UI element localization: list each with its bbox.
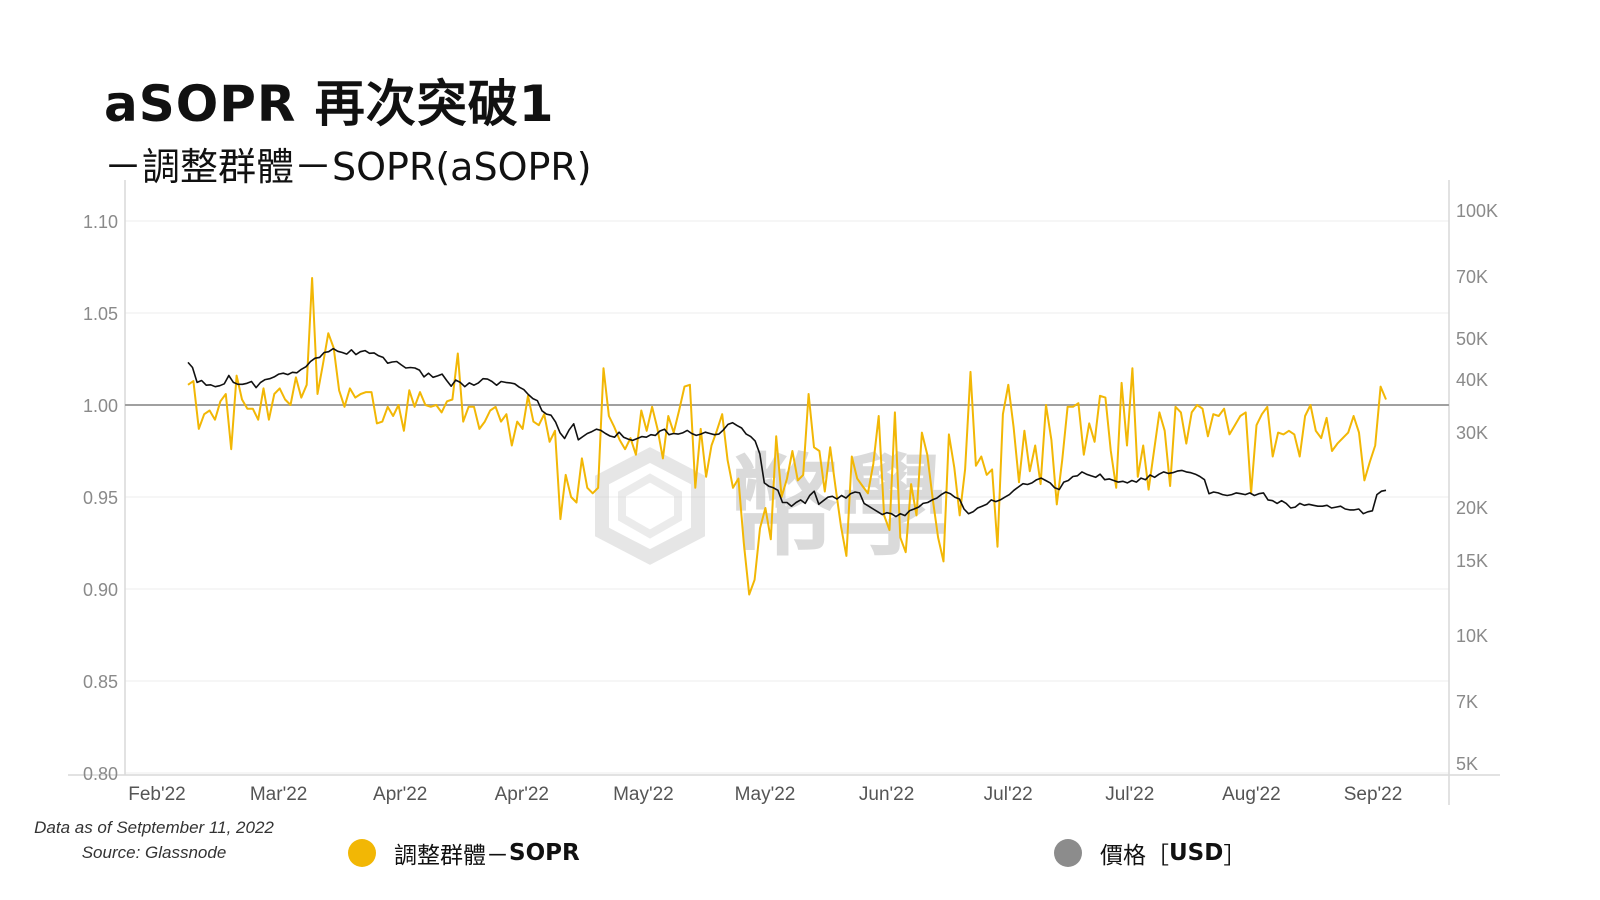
price-series-line — [187, 347, 1387, 518]
x-tick-label: May'22 — [613, 784, 674, 805]
y-right-tick-label: 20K — [1456, 498, 1488, 518]
x-tick-label: Aug'22 — [1222, 784, 1281, 805]
x-tick-label: Jul'22 — [1105, 784, 1154, 805]
y-left-tick-label: 0.90 — [83, 580, 118, 600]
legend-swatch-price — [1054, 839, 1082, 867]
y-right-tick-label: 70K — [1456, 267, 1488, 287]
y-right-tick-label: 40K — [1456, 370, 1488, 390]
x-tick-label: Apr'22 — [495, 784, 549, 805]
y-left-tick-label: 0.85 — [83, 672, 118, 692]
y-right-tick-label: 50K — [1456, 329, 1488, 349]
legend-item-sopr: 調整群體－ SOPR — [348, 836, 580, 870]
y-right-tick-label: 7K — [1456, 692, 1478, 712]
y-right-tick-label: 15K — [1456, 551, 1488, 571]
x-tick-label: Mar'22 — [250, 784, 307, 805]
page-subtitle: －調整群體－SOPR(aSOPR) — [104, 145, 592, 189]
x-tick-label: Feb'22 — [128, 784, 186, 805]
x-tick-label: Sep'22 — [1344, 784, 1403, 805]
y-left-tick-label: 1.00 — [83, 396, 118, 416]
legend-label-price-b: USD — [1169, 840, 1224, 866]
sopr-series-line — [187, 277, 1387, 596]
x-tick-label: Apr'22 — [373, 784, 427, 805]
y-axis-left-ticks: 1.10 1.05 1.00 0.95 0.90 0.85 0.80 — [83, 212, 118, 784]
y-right-tick-label: 30K — [1456, 423, 1488, 443]
axis-layer — [68, 180, 1500, 805]
x-tick-label: Jul'22 — [984, 784, 1033, 805]
footer-date-note: Data as of Setptember 11, 2022 — [34, 818, 274, 837]
legend-item-price: 價格［ USD ］ — [1054, 836, 1246, 870]
legend-label-sopr-b: SOPR — [509, 840, 580, 866]
x-axis-ticks: Feb'22 Mar'22 Apr'22 Apr'22 May'22 May'22 Jun'… — [128, 784, 1402, 805]
page-title: aSOPR 再次突破1 — [104, 75, 555, 133]
legend-label-sopr-a: 調整群體－ — [394, 843, 509, 869]
y-left-tick-label: 0.95 — [83, 488, 118, 508]
y-axis-right-ticks: 100K 70K 50K 40K 30K 20K 15K 10K 7K 5K — [1456, 201, 1498, 774]
series-layer — [187, 277, 1387, 596]
y-left-tick-label: 0.80 — [83, 764, 118, 784]
y-right-tick-label: 100K — [1456, 201, 1498, 221]
legend-swatch-sopr — [348, 839, 376, 867]
y-right-tick-label: 5K — [1456, 754, 1478, 774]
x-tick-label: May'22 — [735, 784, 796, 805]
x-tick-label: Jun'22 — [859, 784, 914, 805]
footer-source-note: Source: Glassnode — [81, 843, 227, 862]
watermark-logo-icon — [595, 447, 705, 565]
y-left-tick-label: 1.05 — [83, 304, 118, 324]
grid-layer — [125, 220, 1449, 774]
legend-label-price-a: 價格［ — [1100, 843, 1169, 869]
y-right-tick-label: 10K — [1456, 626, 1488, 646]
y-left-tick-label: 1.10 — [83, 212, 118, 232]
legend-label-price-c: ］ — [1223, 843, 1247, 869]
